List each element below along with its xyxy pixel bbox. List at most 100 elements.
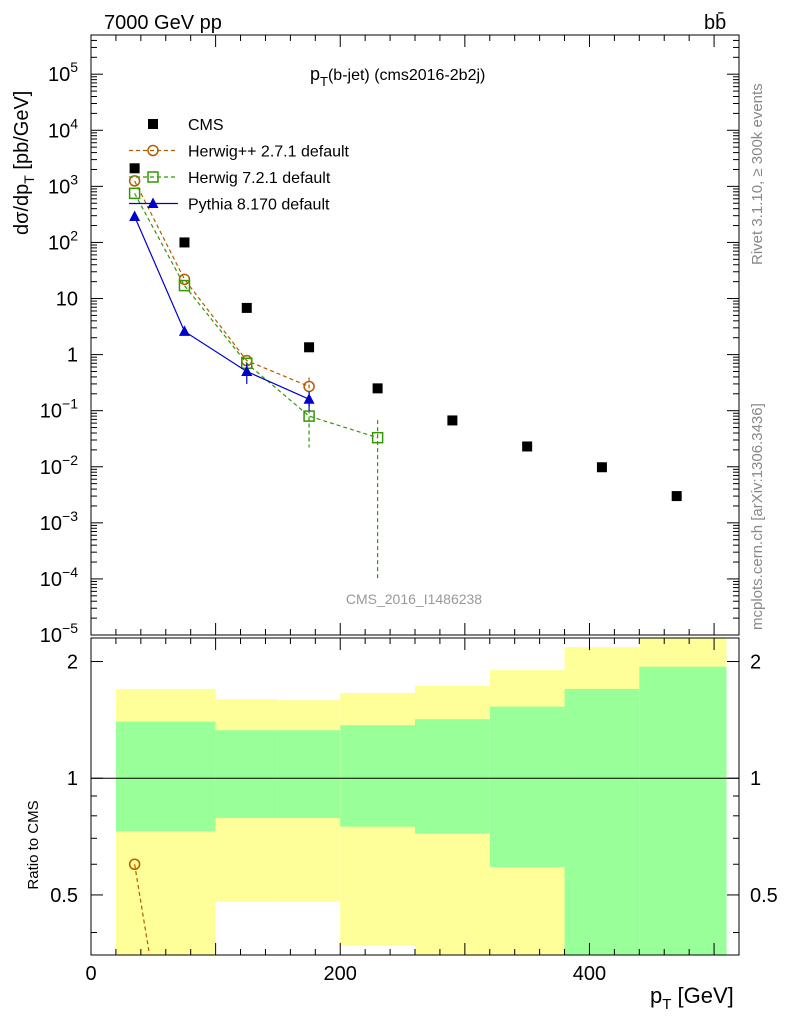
ratio-band-green	[115, 721, 216, 832]
data-point	[241, 365, 253, 376]
y-tick-exponent: −3	[62, 508, 78, 524]
ratio-tick-label-right: 1	[750, 768, 761, 790]
watermark: CMS_2016_I1486238	[346, 591, 482, 607]
plot-title-sub: T	[320, 74, 328, 89]
y-tick-label: 10−4	[40, 564, 78, 591]
ratio-point	[128, 858, 141, 870]
data-point	[128, 175, 141, 187]
data-point	[371, 431, 384, 444]
y-tick-base: 10	[40, 625, 62, 647]
legend-entry: CMS	[148, 117, 224, 134]
ratio-tick-label-left: 1	[67, 768, 78, 790]
ratio-tick-label-left: 2	[67, 652, 78, 674]
data-point	[372, 383, 383, 394]
y-tick-label: 10−1	[40, 396, 78, 423]
y-tick-base: 10	[40, 401, 62, 423]
data-point	[447, 415, 458, 426]
y-axis-label-rest: [pb/GeV]	[11, 91, 33, 176]
ratio-tick-label-right: 0.5	[750, 885, 778, 907]
ratio-series	[128, 858, 151, 956]
x-tick-label: 400	[573, 963, 606, 985]
y-tick-exponent: −1	[62, 396, 78, 412]
legend-marker	[147, 144, 159, 157]
process-label: bb̄	[704, 11, 726, 34]
y-tick-exponent: 2	[70, 227, 78, 243]
series-line	[134, 193, 378, 439]
series-line	[134, 180, 310, 388]
y-tick-base: 10	[40, 569, 62, 591]
y-tick-exponent: −5	[62, 620, 78, 636]
ratio-band-green	[340, 725, 415, 827]
y-tick-label: 1	[67, 345, 78, 367]
legend-marker	[148, 119, 158, 129]
data-point	[178, 325, 190, 336]
ratio-y-label: Ratio to CMS	[25, 800, 42, 889]
legend-entry: Pythia 8.170 default	[129, 197, 330, 214]
legend-marker	[147, 197, 159, 208]
plot-title-main: p	[310, 64, 320, 84]
ratio-band-green	[277, 730, 341, 818]
y-tick-label: 10−5	[40, 620, 78, 647]
data-point	[178, 279, 191, 292]
y-tick-label: 102	[48, 227, 78, 254]
y-axis-label-sub: T	[21, 175, 37, 184]
data-point	[522, 441, 533, 452]
series-layer	[128, 163, 682, 956]
ratio-band-green	[564, 688, 640, 955]
ratio-band-green	[415, 719, 490, 834]
legend-label: Pythia 8.170 default	[188, 197, 330, 214]
y-tick-base: 10	[48, 64, 70, 86]
rivet-label: Rivet 3.1.10, ≥ 300k events	[749, 83, 766, 265]
y-tick-exponent: 5	[70, 59, 78, 75]
ratio-line	[134, 864, 151, 956]
legend-label: Herwig++ 2.7.1 default	[188, 144, 350, 161]
data-point	[128, 187, 141, 200]
y-tick-label: 104	[48, 115, 78, 142]
series-3	[129, 210, 315, 411]
y-tick-exponent: 4	[70, 115, 78, 131]
data-point	[303, 393, 315, 404]
y-tick-label: 10	[56, 289, 78, 311]
y-axis-label: dσ/dpT [pb/GeV]	[11, 91, 37, 235]
x-axis-label: pT [GeV]	[650, 983, 734, 1013]
legend-marker	[147, 171, 159, 183]
y-tick-exponent: −4	[62, 564, 78, 580]
y-tick-base: 1	[67, 345, 78, 367]
ratio-tick-label-left: 0.5	[50, 885, 78, 907]
series-0	[129, 163, 682, 502]
plot-title-rest: (b-jet) (cms2016-2b2j)	[328, 67, 485, 84]
y-tick-exponent: 3	[70, 171, 78, 187]
y-tick-base: 10	[56, 289, 78, 311]
ratio-tick-label-right: 2	[750, 652, 761, 674]
legend: CMS Herwig++ 2.7.1 default Herwig 7.2.1 de…	[129, 117, 350, 214]
data-point	[303, 410, 315, 422]
data-point	[178, 273, 191, 286]
plot-title: pT(b-jet) (cms2016-2b2j)	[310, 64, 485, 89]
y-tick-base: 10	[40, 513, 62, 535]
ratio-bands	[115, 638, 727, 955]
data-point	[241, 302, 252, 313]
ratio-band-green	[639, 666, 727, 955]
x-axis-label-sub: T	[662, 996, 671, 1013]
data-point	[129, 163, 140, 174]
data-point	[304, 342, 315, 353]
legend-entry: Herwig 7.2.1 default	[129, 170, 331, 187]
data-point	[129, 210, 141, 222]
legend-label: Herwig 7.2.1 default	[188, 170, 331, 187]
x-tick-label: 200	[324, 963, 357, 985]
y-tick-base: 10	[48, 176, 70, 198]
y-axis-label-main: dσ/dp	[11, 184, 33, 235]
mcplots-label: mcplots.cern.ch [arXiv:1306.3436]	[749, 403, 766, 630]
x-tick-label: 0	[85, 963, 96, 985]
data-point	[179, 237, 190, 248]
axes: 0 200 40010−510−410−310−210−11101021031041…	[40, 34, 778, 985]
ratio-band-green	[215, 730, 278, 818]
legend-entry: Herwig++ 2.7.1 default	[129, 144, 350, 161]
x-axis-label-main: p	[650, 983, 662, 1008]
data-point	[671, 491, 682, 502]
ratio-band-green	[489, 706, 565, 868]
y-tick-label: 10−2	[40, 452, 78, 479]
y-tick-label: 105	[48, 59, 78, 86]
y-tick-label: 10−3	[40, 508, 78, 535]
